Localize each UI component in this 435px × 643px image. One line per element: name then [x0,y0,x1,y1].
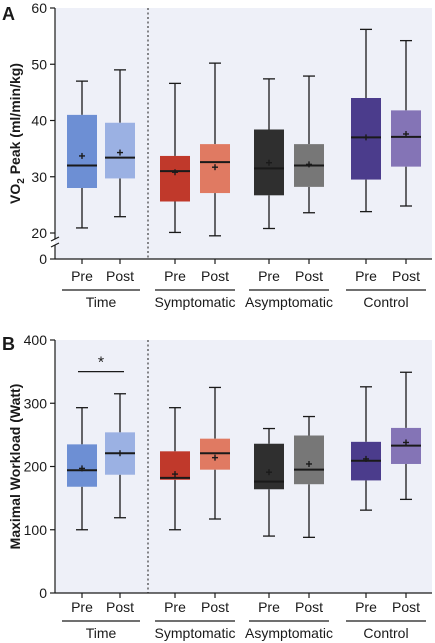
y-tick-label: 50 [31,56,47,72]
category-label: Pre [164,268,186,284]
box-0 [67,407,97,531]
category-label: Pre [164,599,186,615]
group-label: Time [86,294,117,310]
box-2 [160,82,190,234]
axis-break-mark [50,236,60,242]
y-axis-label-part: Maximal Workload (Watt) [7,384,23,550]
box-3 [200,386,230,520]
group-label: Control [363,625,408,641]
box-1 [105,69,135,218]
y-axis-label: VO2 Peak (ml/min/kg) [7,63,27,204]
box-0 [67,80,97,229]
iqr-box [160,155,190,202]
box-5 [294,415,324,538]
y-tick-label: 100 [24,522,48,538]
category-label: Pre [258,268,280,284]
category-label: Post [201,599,229,615]
y-tick-label: 0 [39,251,47,267]
category-label: Post [201,268,229,284]
y-axis-label-part: VO [7,184,23,204]
category-label: Post [295,599,323,615]
y-axis-label: Maximal Workload (Watt) [7,384,23,550]
category-label: Post [392,268,420,284]
panel-a: 0 20 30 40 50 60 Pre Post Pre Post Pre Post Pre Post T… [2,0,432,310]
category-label: Pre [258,599,280,615]
y-tick-label: 30 [31,169,47,185]
box-3 [200,62,230,237]
group-label: Time [86,625,117,641]
box-7 [391,371,421,501]
group-label: Asymptomatic [245,625,333,641]
y-axis-label-part: 2 [16,178,27,184]
category-label: Post [295,268,323,284]
group-label: Symptomatic [155,625,236,641]
y-axis-label-part: Peak (ml/min/kg) [7,63,23,178]
group-label: Control [363,294,408,310]
y-tick-label: 300 [24,395,48,411]
y-tick-label: 60 [31,0,47,16]
y-tick-label: 200 [24,459,48,475]
box-6 [351,386,381,511]
category-label: Pre [355,599,377,615]
significance-label: * [98,355,104,372]
box-6 [351,28,381,213]
group-label: Symptomatic [155,294,236,310]
category-label: Post [106,599,134,615]
category-label: Post [106,268,134,284]
box-7 [391,39,421,207]
box-5 [294,75,324,214]
iqr-box [294,435,324,485]
iqr-box [391,110,421,167]
box-2 [160,407,190,531]
y-tick-label: 400 [24,332,48,348]
category-label: Pre [71,599,93,615]
category-label: Post [392,599,420,615]
category-label: Pre [71,268,93,284]
y-tick-label: 0 [39,585,47,601]
group-label: Asymptomatic [245,294,333,310]
axis-break-mark [50,242,60,248]
y-tick-label: 20 [31,225,47,241]
panel-b: 0 100 200 300 400 * Pre Post Pre Post Pre Post Pre Po… [2,332,432,641]
y-tick-label: 40 [31,113,47,129]
panel-letter: A [2,4,15,24]
iqr-box [67,114,97,188]
category-label: Pre [355,268,377,284]
panel-letter: B [2,334,15,354]
box-4 [254,78,284,230]
box-1 [105,393,135,519]
box-4 [254,427,284,537]
